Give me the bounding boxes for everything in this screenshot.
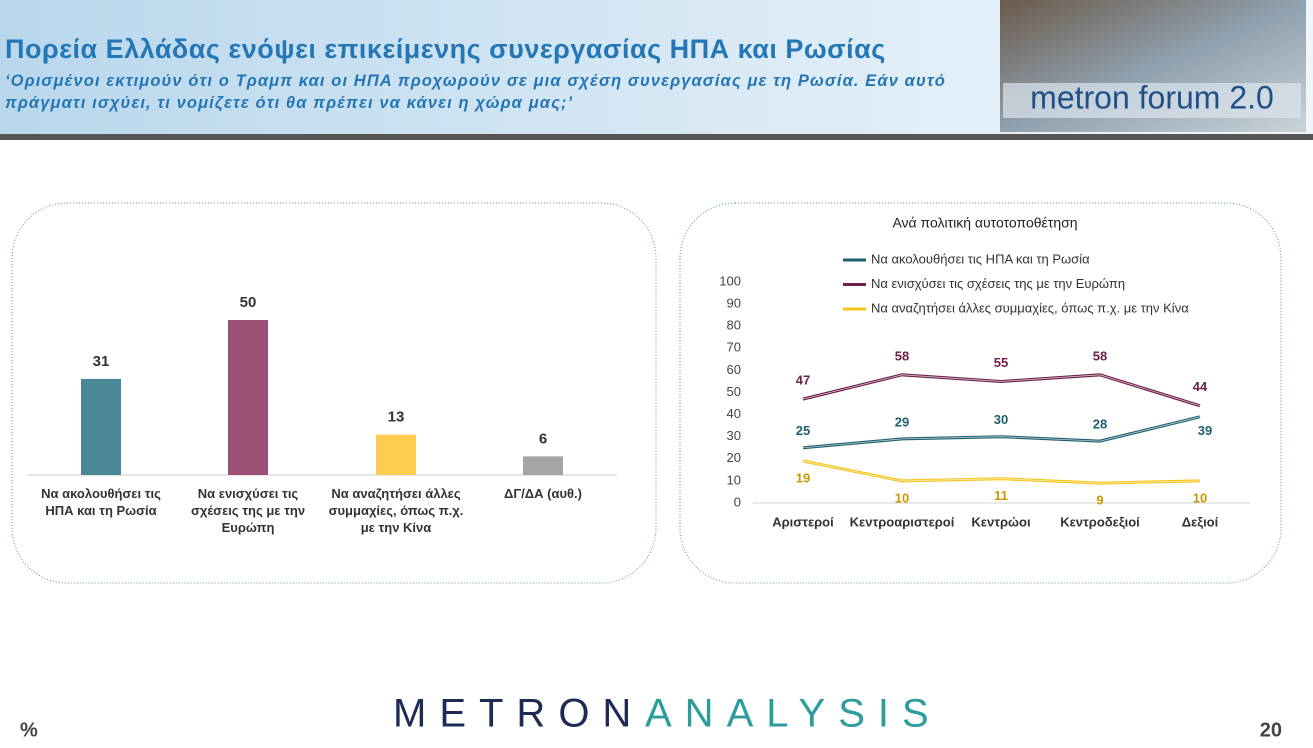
y-tick-label: 80: [727, 318, 741, 333]
data-label: 25: [796, 423, 810, 438]
subtitle: ‘Ορισμένοι εκτιμούν ότι ο Τραμπ και οι Η…: [5, 72, 946, 112]
legend-label: Να αναζητήσει άλλες συμμαχίες, όπως π.χ.…: [871, 300, 1189, 315]
data-label: 9: [1096, 493, 1103, 508]
x-tick-label: Κεντροδεξιοί: [1060, 514, 1140, 529]
x-tick-label: Να ενισχύσει τις σχέσεις της με την Ευρώ…: [190, 486, 306, 535]
chart-title: Ανά πολιτική αυτοτοποθέτηση: [892, 215, 1077, 231]
data-label: 6: [539, 430, 547, 447]
header-rule: [0, 134, 1313, 140]
y-tick-label: 60: [727, 362, 741, 377]
x-tick-label: Δεξιοί: [1182, 514, 1219, 529]
panel: [679, 202, 1282, 584]
legend-label: Να ενισχύσει τις σχέσεις της με την Ευρώ…: [871, 276, 1125, 291]
y-tick-label: 10: [727, 472, 741, 487]
data-label: 47: [796, 373, 810, 388]
line: [802, 373, 1201, 408]
data-label: 50: [240, 294, 257, 311]
y-tick-label: 40: [727, 406, 741, 421]
x-tick-label: Να ακολουθήσει τις ΗΠΑ και τη Ρωσία: [41, 486, 161, 518]
bar: [376, 434, 416, 475]
data-label: 10: [895, 490, 909, 505]
y-tick-label: 20: [727, 450, 741, 465]
x-tick-label: ΔΓ/ΔΑ (αυθ.): [504, 486, 582, 501]
x-tick-label: Κεντρώοι: [971, 514, 1031, 529]
line-highlight: [802, 374, 1201, 407]
x-tick-label: Κεντροαριστεροί: [850, 514, 955, 529]
y-tick-label: 70: [727, 340, 741, 355]
brand: METRON: [393, 692, 644, 736]
panel: [11, 202, 657, 584]
data-label: 58: [1093, 348, 1107, 363]
brand: ANALYSIS: [645, 692, 942, 736]
data-label: 39: [1198, 423, 1212, 438]
data-label: 28: [1093, 417, 1107, 432]
bar: [228, 320, 268, 475]
line: [802, 459, 1201, 485]
data-label: 13: [388, 409, 405, 426]
data-label: 19: [796, 470, 810, 485]
data-label: 10: [1193, 490, 1207, 505]
data-label: 44: [1193, 379, 1208, 394]
page-number: 20: [1260, 719, 1282, 741]
legend-label: Να ακολουθήσει τις ΗΠΑ και τη Ρωσία: [871, 251, 1090, 266]
data-label: 31: [93, 353, 110, 370]
bar: [81, 378, 121, 475]
x-tick-label: Να αναζητήσει άλλες συμμαχίες, όπως π.χ.…: [328, 486, 464, 535]
data-label: 58: [895, 348, 909, 363]
y-tick-label: 90: [727, 296, 741, 311]
data-label: 30: [994, 412, 1008, 427]
title: Πορεία Ελλάδας ενόψει επικείμενης συνεργ…: [5, 34, 886, 64]
bar: [523, 456, 563, 475]
logo-band: [1003, 83, 1301, 118]
data-label: 55: [994, 355, 1008, 370]
line-highlight: [802, 416, 1201, 449]
y-tick-label: 100: [719, 273, 741, 288]
y-tick-label: 30: [727, 428, 741, 443]
logo-text: metron forum 2.0: [1030, 79, 1274, 115]
line-highlight: [802, 460, 1201, 484]
unit: %: [20, 719, 38, 741]
y-tick-label: 0: [734, 494, 741, 509]
y-tick-label: 50: [727, 384, 741, 399]
data-label: 29: [895, 414, 909, 429]
x-tick-label: Αριστεροί: [772, 514, 834, 529]
data-label: 11: [994, 488, 1008, 503]
